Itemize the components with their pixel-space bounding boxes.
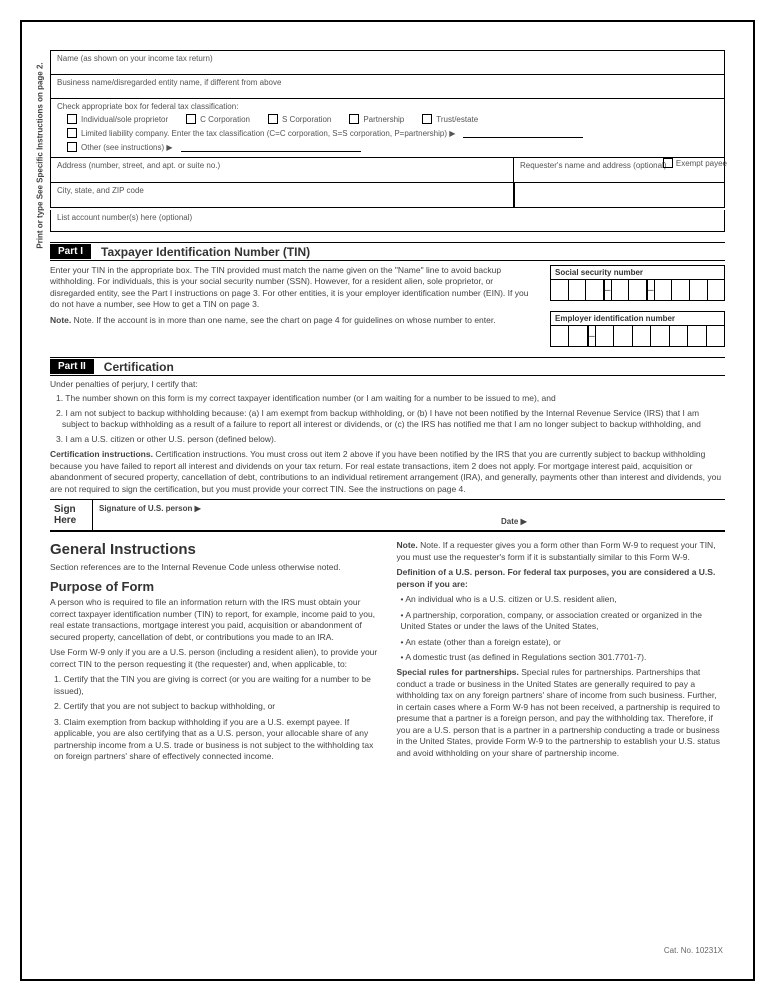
check-other[interactable]: Other (see instructions) ▶ — [67, 142, 718, 152]
instructions-right-col: Note. Note. If a requester gives you a f… — [397, 540, 726, 766]
ein-input[interactable]: – — [550, 325, 725, 347]
ssn-input[interactable]: – – — [550, 279, 725, 301]
ssn-label: Social security number — [550, 265, 725, 279]
signature-row: Sign Here Signature of U.S. person ▶ Dat… — [50, 500, 725, 532]
signature-field[interactable]: Signature of U.S. person ▶ — [92, 500, 495, 530]
part2-badge: Part II — [50, 359, 94, 374]
check-llc[interactable]: Limited liability company. Enter the tax… — [67, 128, 718, 138]
check-partnership[interactable]: Partnership — [349, 114, 404, 124]
part1-title: Taxpayer Identification Number (TIN) — [101, 245, 310, 259]
check-exempt-payee[interactable]: Exempt payee — [663, 158, 727, 168]
classification-row: Check appropriate box for federal tax cl… — [51, 99, 724, 158]
address-field[interactable]: Address (number, street, and apt. or sui… — [51, 158, 514, 182]
part1-bar: Part I Taxpayer Identification Number (T… — [50, 242, 725, 261]
classification-label: Check appropriate box for federal tax cl… — [57, 102, 718, 111]
instructions-columns: General Instructions Section references … — [50, 540, 725, 766]
part2-bar: Part II Certification — [50, 357, 725, 376]
catalog-number: Cat. No. 10231X — [664, 946, 723, 955]
part2-body: Under penalties of perjury, I certify th… — [50, 379, 725, 495]
list-accounts-field[interactable]: List account number(s) here (optional) — [50, 210, 725, 232]
taxpayer-info-box: Name (as shown on your income tax return… — [50, 50, 725, 208]
check-scorp[interactable]: S Corporation — [268, 114, 331, 124]
date-field[interactable]: Date ▶ — [495, 500, 725, 530]
part1-badge: Part I — [50, 244, 91, 259]
name-field[interactable]: Name (as shown on your income tax return… — [51, 51, 724, 75]
instructions-left-col: General Instructions Section references … — [50, 540, 379, 766]
check-trust[interactable]: Trust/estate — [422, 114, 478, 124]
sign-here-label: Sign Here — [50, 500, 92, 530]
purpose-heading: Purpose of Form — [50, 578, 379, 596]
check-individual[interactable]: Individual/sole proprietor — [67, 114, 168, 124]
ein-label: Employer identification number — [550, 311, 725, 325]
part2-title: Certification — [104, 360, 174, 374]
general-instructions-heading: General Instructions — [50, 540, 379, 560]
left-vertical-label: Print or type See Specific Instructions … — [30, 50, 50, 260]
city-zip-field[interactable]: City, state, and ZIP code — [51, 183, 514, 207]
part1-text: Enter your TIN in the appropriate box. T… — [50, 265, 540, 347]
check-ccorp[interactable]: C Corporation — [186, 114, 250, 124]
business-name-field[interactable]: Business name/disregarded entity name, i… — [51, 75, 724, 99]
